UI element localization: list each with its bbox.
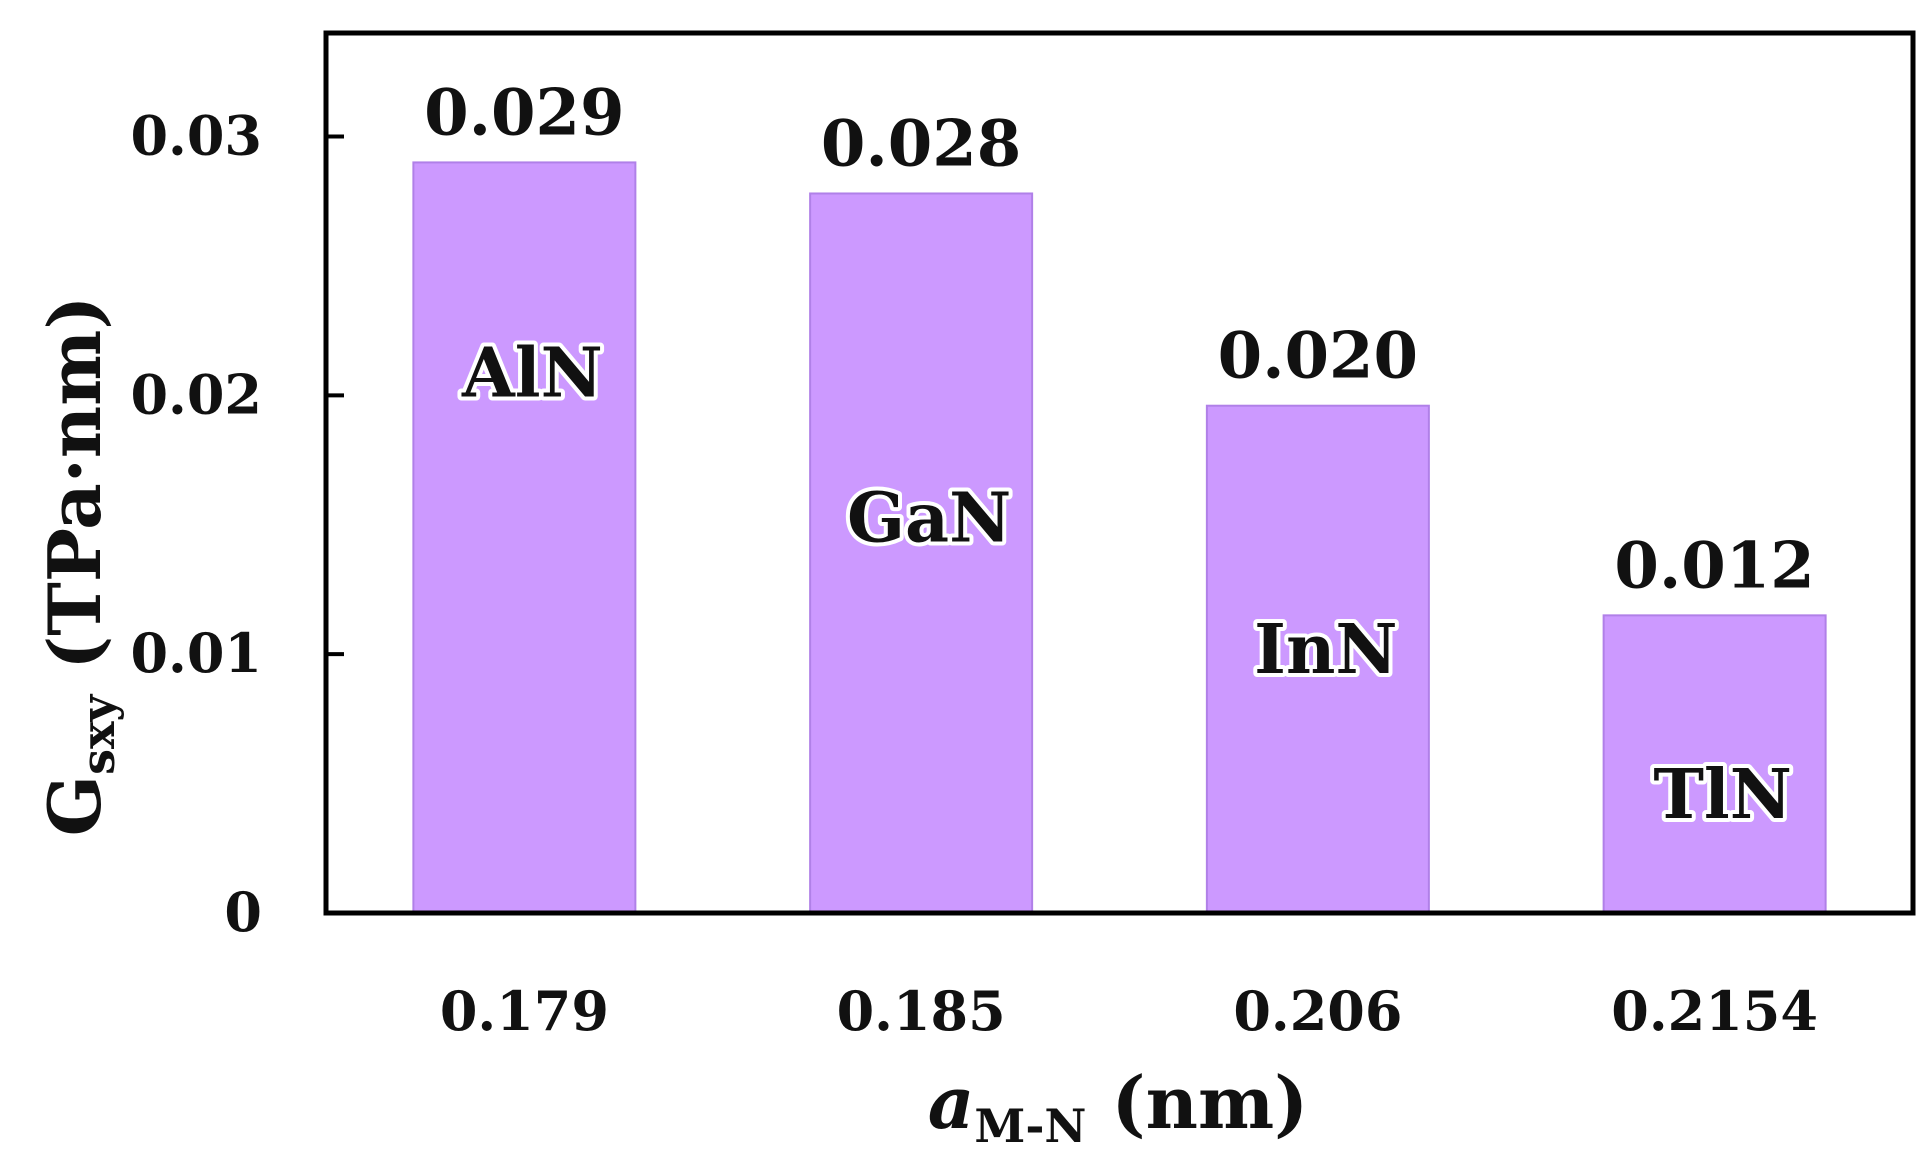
bar-name-tln: TlN: [1653, 755, 1792, 835]
data-label-gan: 0.028: [821, 106, 1021, 181]
bar-inn: [1205, 404, 1430, 914]
bar-aln: [412, 161, 637, 915]
bar-name-gan: GaN: [847, 478, 1011, 558]
x-axis-title-main: a: [928, 1060, 975, 1145]
data-label-aln: 0.029: [424, 75, 624, 150]
plot-frame: [323, 30, 1916, 916]
bar-gan: [809, 192, 1034, 914]
x-tick-label: 0.2154: [1611, 979, 1818, 1043]
y-axis-title: Gsxy (TPa·nm): [32, 296, 125, 837]
x-axis-title: aM-N (nm): [928, 1060, 1308, 1153]
y-tick-label: 0.02: [130, 362, 262, 426]
y-tick-label: 0.03: [130, 104, 262, 168]
x-ticks-group: 0.179 0.185 0.206 0.2154: [440, 979, 1818, 1043]
y-axis-title-unit: (TPa·nm): [32, 296, 117, 695]
bar-name-aln: AlN: [461, 334, 603, 414]
bar-name-inn: InN: [1254, 610, 1397, 690]
x-axis-title-unit: (nm): [1086, 1060, 1308, 1145]
bar-tln: [1602, 614, 1827, 915]
y-axis-title-main: G: [32, 775, 117, 837]
y-ticks-group: 0 0.01 0.02 0.03: [130, 104, 344, 944]
x-tick-label: 0.206: [1233, 979, 1402, 1043]
y-axis-title-sub: sxy: [71, 694, 125, 775]
data-label-tln: 0.012: [1614, 528, 1814, 603]
bar-labels-group: 0.029 AlN 0.028 GaN 0.020 InN 0.012 TlN: [424, 75, 1815, 839]
data-label-inn: 0.020: [1218, 319, 1418, 394]
x-axis-title-sub: M-N: [974, 1099, 1086, 1153]
y-tick-label: 0.01: [130, 621, 262, 685]
bars-group: [412, 161, 1827, 915]
y-tick-label: 0: [224, 880, 262, 944]
x-tick-label: 0.185: [837, 979, 1006, 1043]
x-tick-label: 0.179: [440, 979, 609, 1043]
